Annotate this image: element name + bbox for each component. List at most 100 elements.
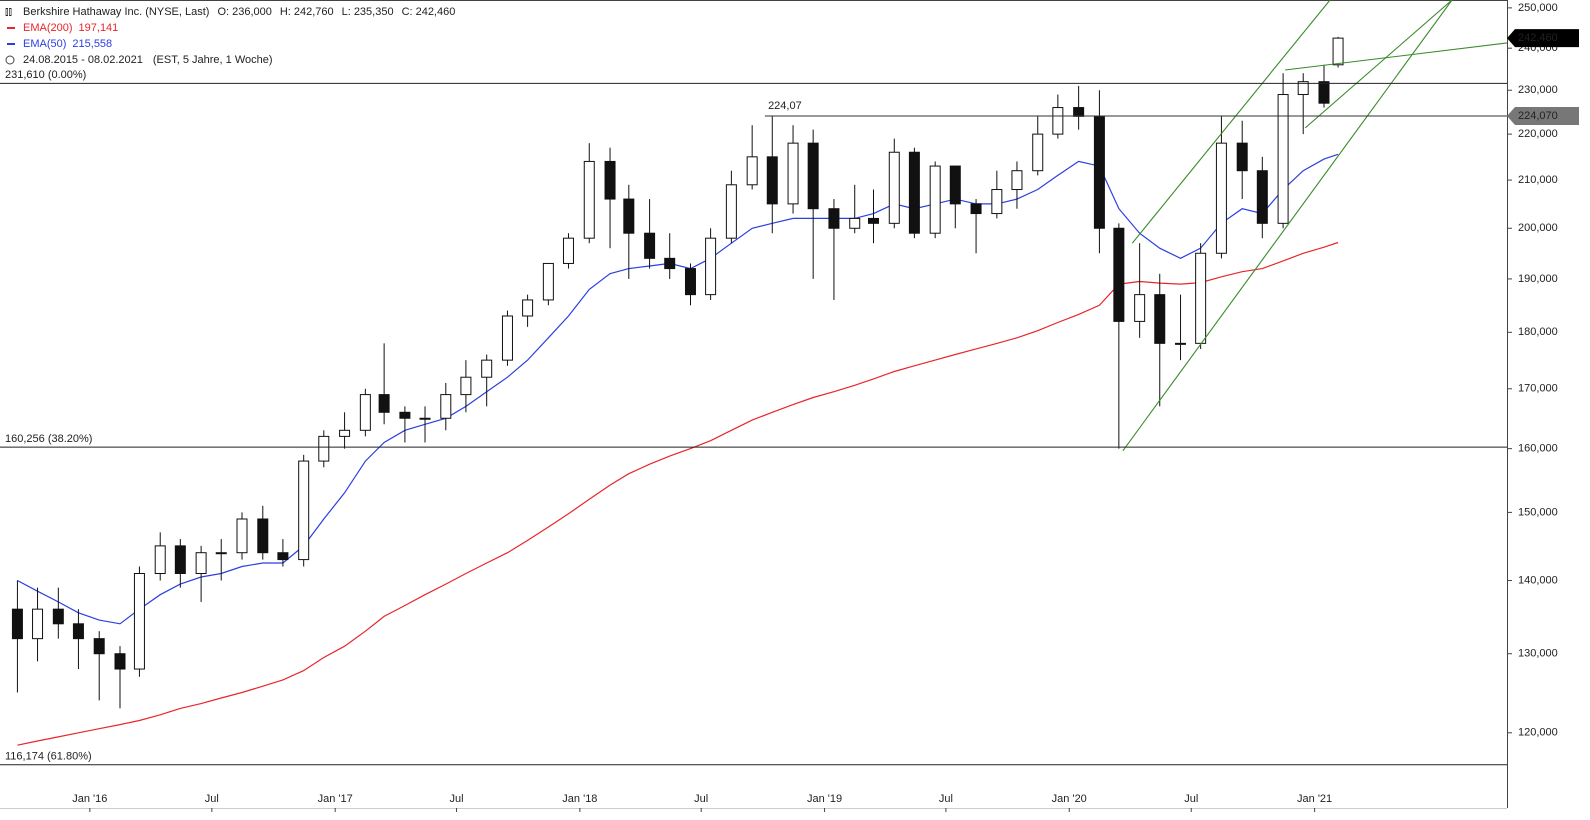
candle-body [849,217,861,229]
candle-body [949,165,961,205]
candle-body [1093,115,1105,229]
resistance-tag-box [1507,107,1579,126]
candle-body [562,237,574,264]
x-tick-label: Jul [694,793,708,805]
resistance-tag-label: 224,070 [1518,110,1558,122]
candle-body [970,203,982,215]
y-tick-label: 170,000 [1518,383,1558,395]
x-tick-label: Jul [939,793,953,805]
ohlc-key: O: [217,6,229,18]
ohlc-key: L: [342,6,351,18]
ohlc-value: 235,350 [354,6,394,18]
candle-body [440,394,452,419]
candle-body [644,232,656,259]
y-tick-label: 190,000 [1518,273,1558,285]
candle-body [522,299,534,317]
x-tick-label: Jul [205,793,219,805]
level-label: 160,256 (38.20%) [5,433,92,445]
candle-body [664,257,676,270]
candle-body [1236,142,1248,172]
chart-icon: ⫾⫾ [5,6,12,18]
candle-body [867,217,879,224]
ohlc-value: 242,760 [294,6,334,18]
y-tick-label: 250,000 [1518,2,1558,14]
candle-body [1073,107,1085,117]
legend-entry: EMA(200) 197,141 [23,22,118,34]
candle-body [684,268,696,296]
candle-body [1277,94,1289,224]
candle-body [298,460,310,561]
chart-title: Berkshire Hathaway Inc. (NYSE, Last) O: 23… [23,6,455,18]
candle-body [888,151,900,224]
candle-body [378,394,390,413]
candle-body [399,411,411,419]
candle-body [623,198,635,234]
x-tick-label: Jan '20 [1052,793,1087,805]
candle-body [583,160,595,239]
candle-body [419,417,431,420]
candle-body [215,552,227,555]
legend-value: 197,141 [79,22,119,34]
ohlc-value: 236,000 [232,6,272,18]
candle-body [93,638,105,655]
header-bg [0,2,300,68]
x-tick-label: Jul [449,793,463,805]
x-tick-label: Jul [1184,793,1198,805]
candle-body [807,142,819,210]
candle-body [114,653,126,670]
candle-body [1134,294,1146,322]
legend-name: EMA(50) [23,38,66,50]
x-tick-label: Jan '17 [318,793,353,805]
trendline [1122,0,1453,452]
y-tick-label: 200,000 [1518,222,1558,234]
x-tick-label: Jan '21 [1297,793,1332,805]
ohlc-key: C: [402,6,413,18]
candle-body [174,545,186,575]
y-tick-label: 160,000 [1518,443,1558,455]
candle-body [1113,227,1125,322]
candle-body [1215,142,1227,254]
candle-body [705,237,717,296]
candle-body [277,552,289,561]
level-label: 116,174 (61.80%) [5,751,92,763]
candle-body [542,262,554,301]
y-tick-label: 120,000 [1518,727,1558,739]
date-range: 24.08.2015 - 08.02.2021 (EST, 5 Jahre, 1 … [23,54,273,66]
candle-body [1032,133,1044,172]
candle-body [908,151,920,234]
candle-body [1154,294,1166,344]
last-price-tag-box [1507,29,1579,48]
candle-body [1297,81,1309,96]
candle-body [72,623,84,640]
candle-body [1011,170,1023,191]
candle-body [460,376,472,396]
x-tick-label: Jan '16 [72,793,107,805]
y-tick-label: 220,000 [1518,128,1558,140]
candle-body [236,518,248,554]
title: Berkshire Hathaway Inc. (NYSE, Last) [23,6,209,18]
y-tick-label: 230,000 [1518,84,1558,96]
ohlc-key: H: [280,6,291,18]
legend-value: 215,558 [72,38,112,50]
settings-text: (EST, 5 Jahre, 1 Woche) [153,54,273,66]
y-tick-label: 180,000 [1518,326,1558,338]
y-tick-label: 150,000 [1518,506,1558,518]
y-tick-label: 140,000 [1518,574,1558,586]
level-label: 231,610 (0.00%) [5,69,86,81]
candle-body [501,315,513,361]
candle-body [929,165,941,234]
candle-body [1256,170,1268,224]
candle-body [481,359,493,378]
trendline [1285,42,1507,71]
candle-body [746,156,758,186]
y-tick-label: 210,000 [1518,174,1558,186]
candle-body [154,545,166,575]
candle-body [195,552,207,575]
legend-name: EMA(200) [23,22,73,34]
candle-body [32,608,44,640]
trendline [1304,0,1453,129]
candle-body [1052,107,1064,135]
